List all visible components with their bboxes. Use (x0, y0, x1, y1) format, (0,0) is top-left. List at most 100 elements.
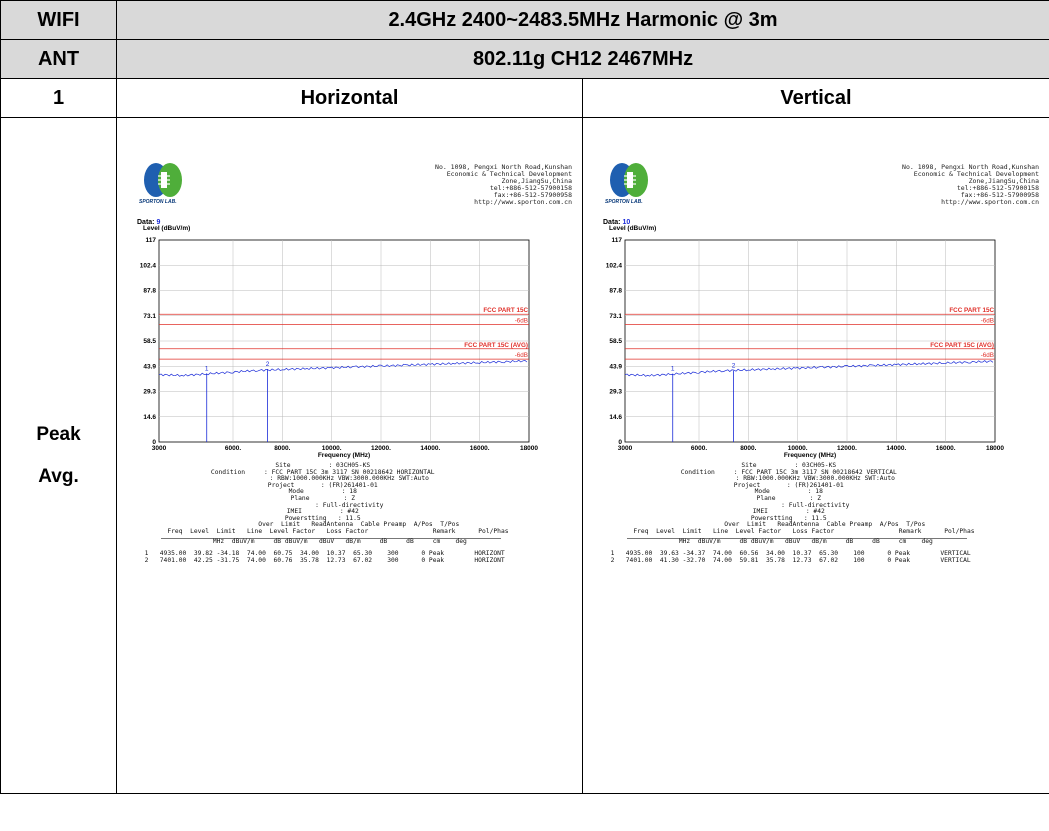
data-number: 10 (622, 219, 631, 226)
address-line: No. 1098, Pengxi North Road,Kunshan (435, 163, 572, 171)
limit-label: FCC PART 15C (AVG) (930, 342, 994, 349)
y-tick-label: 0 (152, 439, 156, 446)
address-line: tel:+886-512-57900158 (489, 184, 572, 192)
y-tick-label: 73.1 (143, 313, 156, 320)
polarization-row: 1 Horizontal Vertical (0, 78, 1049, 118)
horizontal-heading: Horizontal (116, 78, 583, 118)
result-row: 2 7401.00 41.30 -32.70 74.00 59.81 35.78… (606, 556, 971, 564)
x-tick-label: 12000. (837, 445, 857, 452)
address-line: fax:+86-512-57900958 (960, 191, 1040, 199)
plot-row: Peak Avg. No. 1098, Pengxi North Road,Ku… (0, 117, 1049, 794)
data-caption: Data: (137, 219, 155, 226)
emission-trace (624, 360, 994, 377)
info-line: : Full-directivity (262, 501, 384, 509)
column-units: MHz dBuV/m dB dBuV/m dBuV dB/m dB dB cm … (644, 537, 933, 545)
address-line: Zone,JiangSu,China (968, 177, 1040, 185)
limit-label: FCC PART 15C (949, 307, 994, 314)
y-tick-label: 14.6 (609, 414, 622, 421)
ant-label: ANT (0, 39, 117, 79)
y-tick-label: 29.3 (143, 389, 156, 396)
y-tick-label: 117 (612, 237, 623, 244)
detector-label-cell: Peak Avg. (0, 117, 117, 794)
x-tick-label: 18000 (986, 445, 1004, 452)
column-header: Freq Level Limit Line Level Factor Loss … (603, 527, 975, 535)
limit-label: -6dB (515, 318, 528, 325)
horizontal-report-cell: No. 1098, Pengxi North Road,Kunshan Econo… (116, 117, 583, 794)
info-line: Mode : 18 (754, 488, 823, 496)
x-axis-title: Frequency (MHz) (318, 452, 370, 459)
info-line: : RBW:1000.000KHz VBW:3000.000KHz SWT:Au… (682, 475, 895, 483)
limit-label: FCC PART 15C (AVG) (464, 342, 528, 349)
y-tick-label: 102.4 (606, 262, 623, 269)
column-header: Over Limit ReadAntenna Cable Preamp A/Po… (652, 521, 926, 529)
x-tick-label: 6000. (691, 445, 707, 452)
y-tick-label: 58.5 (143, 338, 156, 345)
sporton-logo (610, 163, 648, 197)
y-axis-title: Level (dBuV/m) (609, 225, 657, 232)
y-tick-label: 43.9 (143, 363, 156, 370)
vertical-report: No. 1098, Pengxi North Road,Kunshan Econo… (583, 118, 1049, 793)
x-tick-label: 8000. (274, 445, 290, 452)
x-tick-label: 3000 (152, 445, 167, 452)
emission-trace (158, 359, 528, 377)
header-row-wifi: WIFI 2.4GHz 2400~2483.5MHz Harmonic @ 3m (0, 0, 1049, 40)
vertical-heading: Vertical (581, 78, 1049, 118)
marker-label: 2 (732, 363, 736, 370)
y-tick-label: 102.4 (140, 262, 157, 269)
x-axis-title: Frequency (MHz) (784, 452, 836, 459)
limit-label: -6dB (981, 318, 994, 325)
info-line: Powerstting : 11.5 (750, 514, 827, 522)
column-header: Freq Level Limit Line Level Factor Loss … (137, 527, 509, 535)
y-tick-label: 14.6 (143, 414, 156, 421)
y-tick-label: 87.8 (609, 288, 622, 295)
x-tick-label: 12000. (371, 445, 391, 452)
x-tick-label: 6000. (225, 445, 241, 452)
y-tick-label: 58.5 (609, 338, 622, 345)
x-tick-label: 8000. (740, 445, 756, 452)
result-row: 1 4935.00 39.63 -34.37 74.00 60.56 34.00… (606, 550, 971, 558)
y-tick-label: 117 (146, 237, 157, 244)
y-axis-title: Level (dBuV/m) (143, 225, 191, 232)
marker-label: 1 (671, 366, 675, 373)
info-line: Project : (FR)261401-01 (733, 481, 844, 489)
marker-label: 1 (205, 365, 209, 372)
divider (161, 537, 501, 539)
info-line: Site : 03CH05-KS (275, 462, 371, 469)
info-line: IMEI : #42 (752, 508, 825, 516)
result-row: 2 7401.00 42.25 -31.75 74.00 60.76 35.78… (140, 556, 505, 564)
peak-label: Peak (36, 423, 81, 445)
address-line: fax:+86-512-57900958 (493, 191, 572, 199)
avg-label: Avg. (38, 465, 79, 487)
info-line: IMEI : #42 (286, 508, 359, 516)
y-tick-label: 73.1 (609, 313, 622, 320)
sporton-lab-name: SPORTON LAB. (605, 199, 643, 205)
info-line: Site : 03CH05-KS (741, 462, 837, 469)
sporton-lab-name: SPORTON LAB. (139, 199, 177, 205)
mode-title: 802.11g CH12 2467MHz (115, 39, 1049, 79)
address-line: tel:+886-512-57900158 (956, 184, 1040, 192)
info-line: Project : (FR)261401-01 (267, 481, 378, 489)
limit-label: FCC PART 15C (483, 307, 528, 314)
info-line: : Full-directivity (728, 501, 850, 509)
x-tick-label: 16000. (470, 445, 490, 452)
address-line: Economic & Technical Development (446, 170, 572, 178)
measurement-info: Site : 03CH05-KS Condition : FCC PART 15C… (603, 462, 975, 564)
data-number: 9 (156, 219, 161, 226)
x-tick-label: 18000 (520, 445, 538, 452)
info-line: Powerstting : 11.5 (284, 514, 361, 522)
address-line: http://www.sporton.com.cn (474, 198, 572, 206)
measurement-info: Site : 03CH05-KS Condition : FCC PART 15C… (137, 462, 509, 564)
marker-label: 2 (266, 361, 270, 368)
y-tick-label: 43.9 (609, 363, 622, 370)
x-tick-label: 14000. (420, 445, 440, 452)
x-tick-label: 3000 (618, 445, 633, 452)
lab-address: No. 1098, Pengxi North Road,Kunshan Econo… (902, 164, 1039, 206)
info-line: Plane : Z (756, 494, 821, 502)
vertical-report-cell: No. 1098, Pengxi North Road,Kunshan Econo… (581, 117, 1049, 794)
info-line: Condition : FCC PART 15C 3m 3117 SN 0021… (680, 468, 897, 476)
sporton-logo (144, 163, 182, 197)
test-result-table: WIFI 2.4GHz 2400~2483.5MHz Harmonic @ 3m… (0, 0, 1049, 794)
limit-label: -6dB (515, 352, 528, 359)
